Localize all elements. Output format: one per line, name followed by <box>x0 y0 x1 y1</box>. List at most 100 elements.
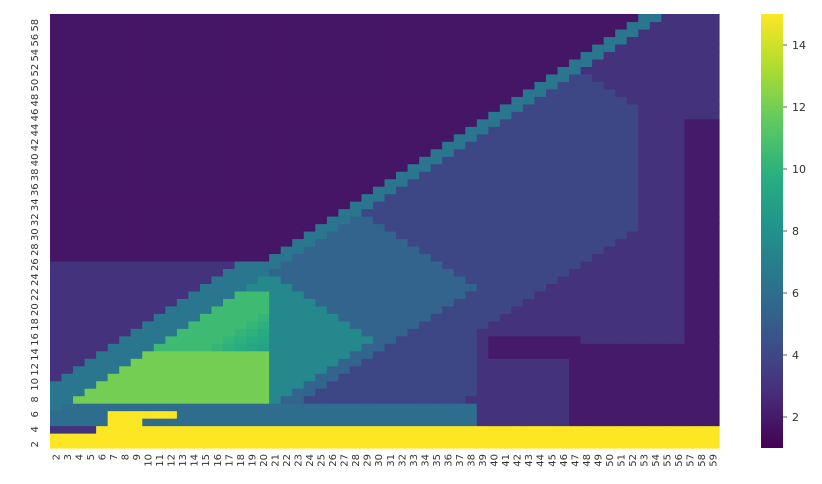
heatmap-cell <box>73 88 86 97</box>
heatmap-cell <box>142 103 155 112</box>
heatmap-cell <box>569 14 582 23</box>
heatmap-cell <box>419 51 432 60</box>
heatmap-cell <box>199 201 213 210</box>
heatmap-cell <box>107 193 120 202</box>
heatmap-cell <box>684 43 697 53</box>
heatmap-cell <box>384 96 397 105</box>
heatmap-cell <box>407 365 420 374</box>
heatmap-cell <box>372 216 386 225</box>
heatmap-cell <box>326 73 339 82</box>
heatmap-cell <box>107 343 120 352</box>
heatmap-cell <box>372 231 386 240</box>
heatmap-cell <box>684 81 697 90</box>
heatmap-cell <box>384 88 397 97</box>
heatmap-cell <box>396 201 409 210</box>
heatmap-cell <box>96 260 109 270</box>
heatmap-cell <box>188 148 201 157</box>
heatmap-cell <box>649 43 662 53</box>
heatmap-cell <box>511 58 524 67</box>
heatmap-cell <box>430 21 443 30</box>
heatmap-cell <box>315 335 328 344</box>
heatmap-cell <box>280 81 293 90</box>
heatmap-cell <box>361 343 374 352</box>
heatmap-cell <box>511 245 524 255</box>
heatmap-cell <box>511 425 524 434</box>
heatmap-cell <box>592 350 605 359</box>
heatmap-cell <box>257 253 270 262</box>
heatmap-cell <box>499 395 512 404</box>
heatmap-cell <box>638 350 651 359</box>
heatmap-cell <box>61 141 74 150</box>
heatmap-cell <box>223 260 236 270</box>
heatmap-cell <box>246 350 259 359</box>
heatmap-cell <box>188 118 201 127</box>
heatmap-cell <box>615 96 628 105</box>
x-tick-label: 29 <box>363 454 374 467</box>
heatmap-cell <box>511 118 524 127</box>
heatmap-cell <box>246 335 259 344</box>
heatmap-cell <box>107 186 120 195</box>
heatmap-cell <box>626 171 639 180</box>
heatmap-cell <box>349 118 363 127</box>
heatmap-cell <box>499 81 512 90</box>
heatmap-cell <box>223 118 236 127</box>
heatmap-cell <box>649 238 662 247</box>
heatmap-cell <box>695 216 709 225</box>
heatmap-cell <box>707 103 720 112</box>
heatmap-cell <box>153 231 166 240</box>
heatmap-cell <box>130 141 143 150</box>
heatmap-cell <box>615 350 628 359</box>
heatmap-cell <box>511 208 524 217</box>
heatmap-cell <box>649 126 662 135</box>
heatmap-cell <box>107 388 120 397</box>
heatmap-cell <box>165 126 178 135</box>
heatmap-cell <box>419 343 432 352</box>
heatmap-cell <box>476 14 489 23</box>
heatmap-cell <box>142 328 155 337</box>
heatmap-cell <box>476 358 489 367</box>
heatmap-cell <box>499 305 512 314</box>
heatmap-cell <box>569 148 582 157</box>
heatmap-cell <box>280 373 293 382</box>
heatmap-cell <box>338 51 351 60</box>
heatmap-cell <box>384 433 397 442</box>
heatmap-cell <box>499 283 512 292</box>
heatmap-cell <box>326 283 339 292</box>
heatmap-cell <box>569 163 582 172</box>
heatmap-cell <box>130 275 143 284</box>
heatmap-cell <box>419 298 432 307</box>
heatmap-cell <box>153 118 166 127</box>
heatmap-cell <box>315 103 328 112</box>
heatmap-cell <box>211 268 224 277</box>
heatmap-cell <box>176 21 190 30</box>
heatmap-cell <box>73 186 86 195</box>
heatmap-cell <box>695 253 709 262</box>
heatmap-cell <box>569 126 582 135</box>
heatmap-cell <box>107 43 120 53</box>
heatmap-cell <box>280 253 293 262</box>
heatmap-cell <box>361 208 374 217</box>
heatmap-cell <box>453 148 466 157</box>
heatmap-cell <box>96 283 109 292</box>
heatmap-cell <box>430 118 443 127</box>
heatmap-cell <box>165 223 178 232</box>
heatmap-cell <box>522 373 536 382</box>
heatmap-cell <box>407 81 420 90</box>
heatmap-cell <box>234 133 247 142</box>
heatmap-cell <box>476 328 489 337</box>
heatmap-cell <box>50 395 63 404</box>
heatmap-cell <box>326 373 339 382</box>
heatmap-cell <box>96 103 109 112</box>
heatmap-cell <box>419 283 432 292</box>
heatmap-cell <box>684 171 697 180</box>
heatmap-cell <box>61 440 74 449</box>
heatmap-cell <box>638 141 651 150</box>
heatmap-cell <box>545 231 559 240</box>
heatmap-cell <box>96 358 109 367</box>
heatmap-cell <box>649 365 662 374</box>
heatmap-cell <box>315 260 328 270</box>
heatmap-cell <box>73 350 86 359</box>
heatmap-cell <box>534 21 547 30</box>
heatmap-cell <box>430 88 443 97</box>
heatmap-cell <box>615 335 628 344</box>
